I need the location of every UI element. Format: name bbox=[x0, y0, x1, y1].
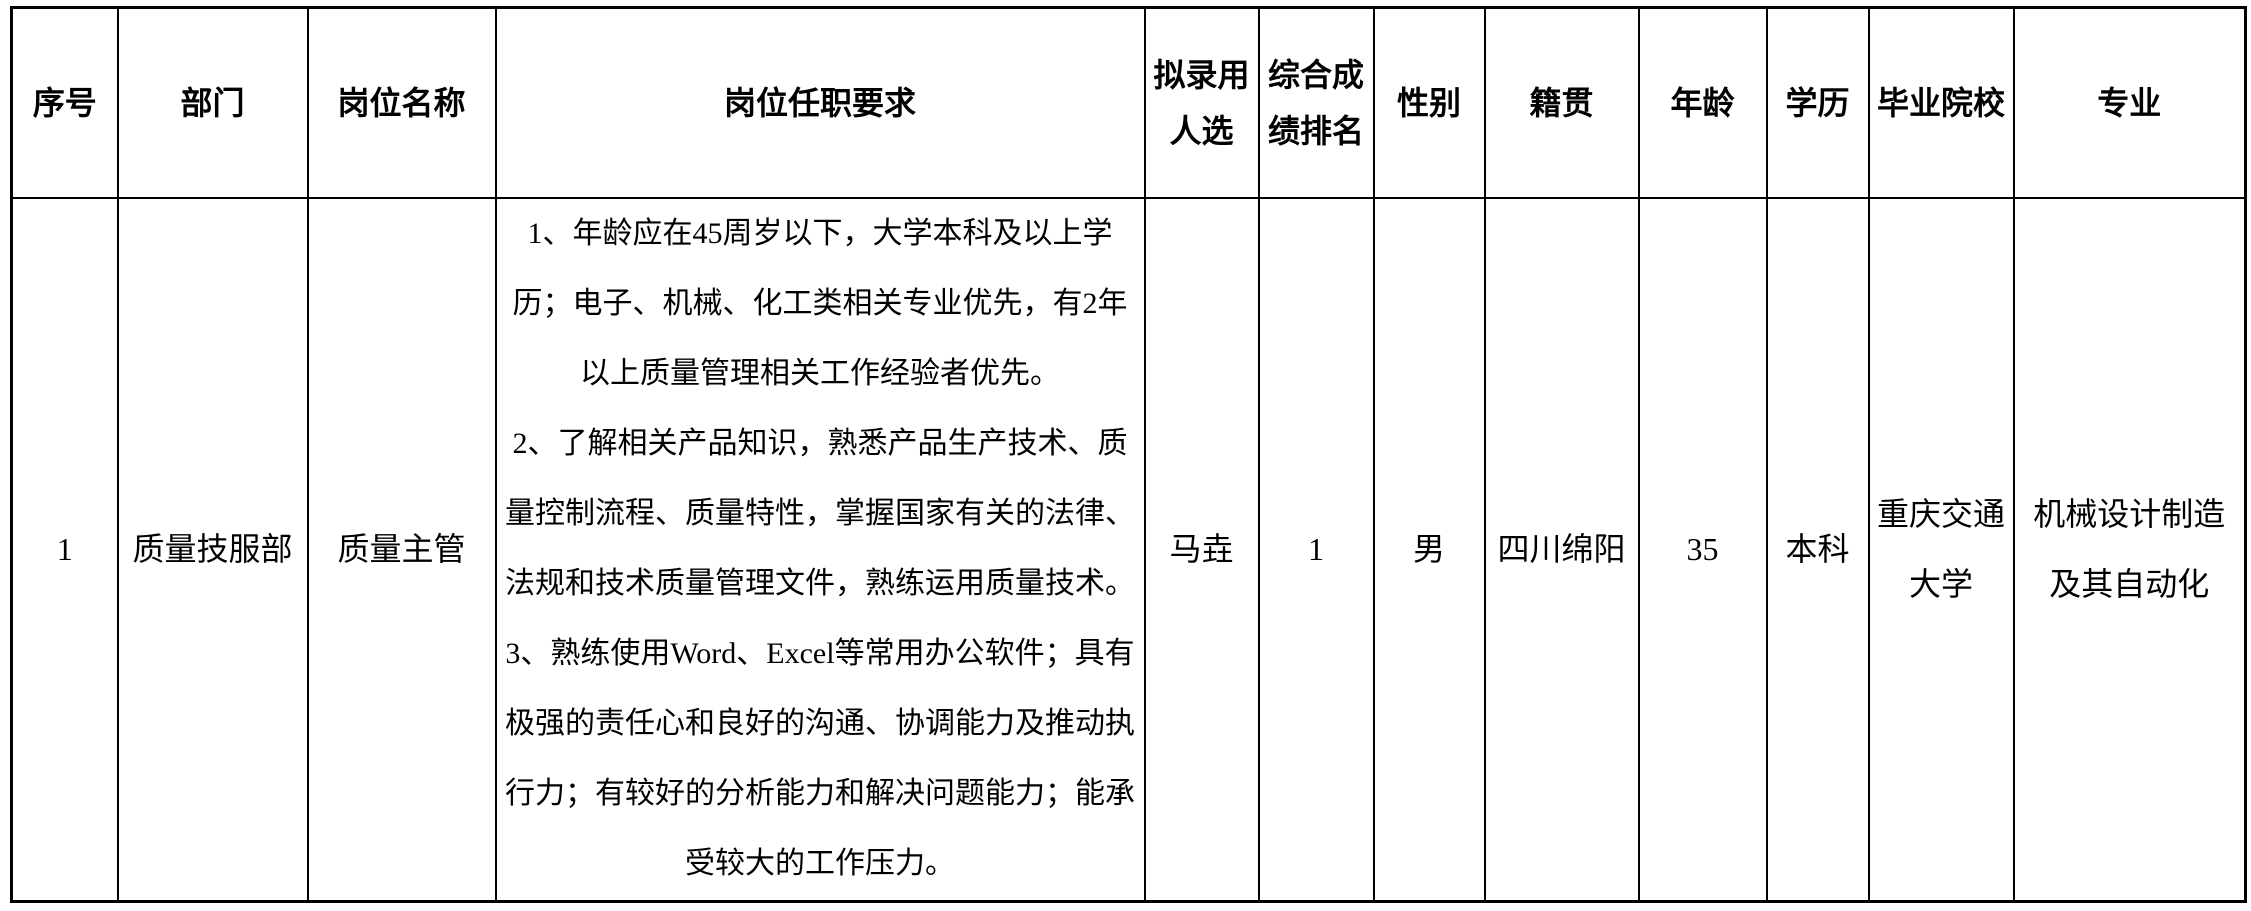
cell-requirements: 1、年龄应在45周岁以下，大学本科及以上学 历；电子、机械、化工类相关专业优先，有… bbox=[494, 196, 1146, 903]
requirement-line: 以上质量管理相关工作经验者优先。 bbox=[580, 357, 1060, 391]
cell-age: 35 bbox=[1637, 196, 1768, 903]
cell-department: 质量技服部 bbox=[116, 196, 309, 903]
col-header-major: 专业 bbox=[2012, 6, 2247, 199]
cell-education: 本科 bbox=[1765, 196, 1870, 903]
col-header-education: 学历 bbox=[1765, 6, 1870, 199]
requirement-line: 法规和技术质量管理文件，熟练运用质量技术。 bbox=[505, 567, 1135, 601]
requirement-line: 受较大的工作压力。 bbox=[685, 847, 955, 881]
col-header-native-place: 籍贯 bbox=[1483, 6, 1640, 199]
cell-seq: 1 bbox=[10, 196, 119, 903]
personnel-table: 序号 部门 岗位名称 岗位任职要求 拟录用 人选 综合成 绩排名 性别 籍贯 年… bbox=[10, 6, 2247, 903]
cell-position: 质量主管 bbox=[306, 196, 497, 903]
col-header-gender: 性别 bbox=[1372, 6, 1486, 199]
col-header-school: 毕业院校 bbox=[1867, 6, 2015, 199]
cell-major: 机械设计制造 及其自动化 bbox=[2012, 196, 2247, 903]
requirement-line: 2、了解相关产品知识，熟悉产品生产技术、质 bbox=[512, 427, 1128, 461]
col-header-requirements: 岗位任职要求 bbox=[494, 6, 1146, 199]
col-header-department: 部门 bbox=[116, 6, 309, 199]
cell-native-place: 四川绵阳 bbox=[1483, 196, 1640, 903]
col-header-age: 年龄 bbox=[1637, 6, 1768, 199]
col-header-position: 岗位名称 bbox=[306, 6, 497, 199]
document-page: 序号 部门 岗位名称 岗位任职要求 拟录用 人选 综合成 绩排名 性别 籍贯 年… bbox=[10, 6, 2247, 903]
table-header-row: 序号 部门 岗位名称 岗位任职要求 拟录用 人选 综合成 绩排名 性别 籍贯 年… bbox=[10, 6, 2247, 199]
requirement-line: 3、熟练使用Word、Excel等常用办公软件；具有 bbox=[505, 637, 1135, 671]
requirement-line: 1、年龄应在45周岁以下，大学本科及以上学 bbox=[527, 217, 1113, 251]
requirement-line: 极强的责任心和良好的沟通、协调能力及推动执 bbox=[505, 707, 1135, 741]
cell-rank: 1 bbox=[1257, 196, 1375, 903]
col-header-seq: 序号 bbox=[10, 6, 119, 199]
cell-gender: 男 bbox=[1372, 196, 1486, 903]
col-header-rank: 综合成 绩排名 bbox=[1257, 6, 1375, 199]
table-row: 1 质量技服部 质量主管 1、年龄应在45周岁以下，大学本科及以上学 历；电子、机… bbox=[10, 196, 2247, 903]
col-header-candidate: 拟录用 人选 bbox=[1143, 6, 1260, 199]
cell-candidate: 马垚 bbox=[1143, 196, 1260, 903]
requirement-line: 行力；有较好的分析能力和解决问题能力；能承 bbox=[505, 777, 1135, 811]
requirement-line: 历；电子、机械、化工类相关专业优先，有2年 bbox=[512, 287, 1128, 321]
requirement-line: 量控制流程、质量特性，掌握国家有关的法律、 bbox=[505, 497, 1135, 531]
cell-school: 重庆交通 大学 bbox=[1867, 196, 2015, 903]
